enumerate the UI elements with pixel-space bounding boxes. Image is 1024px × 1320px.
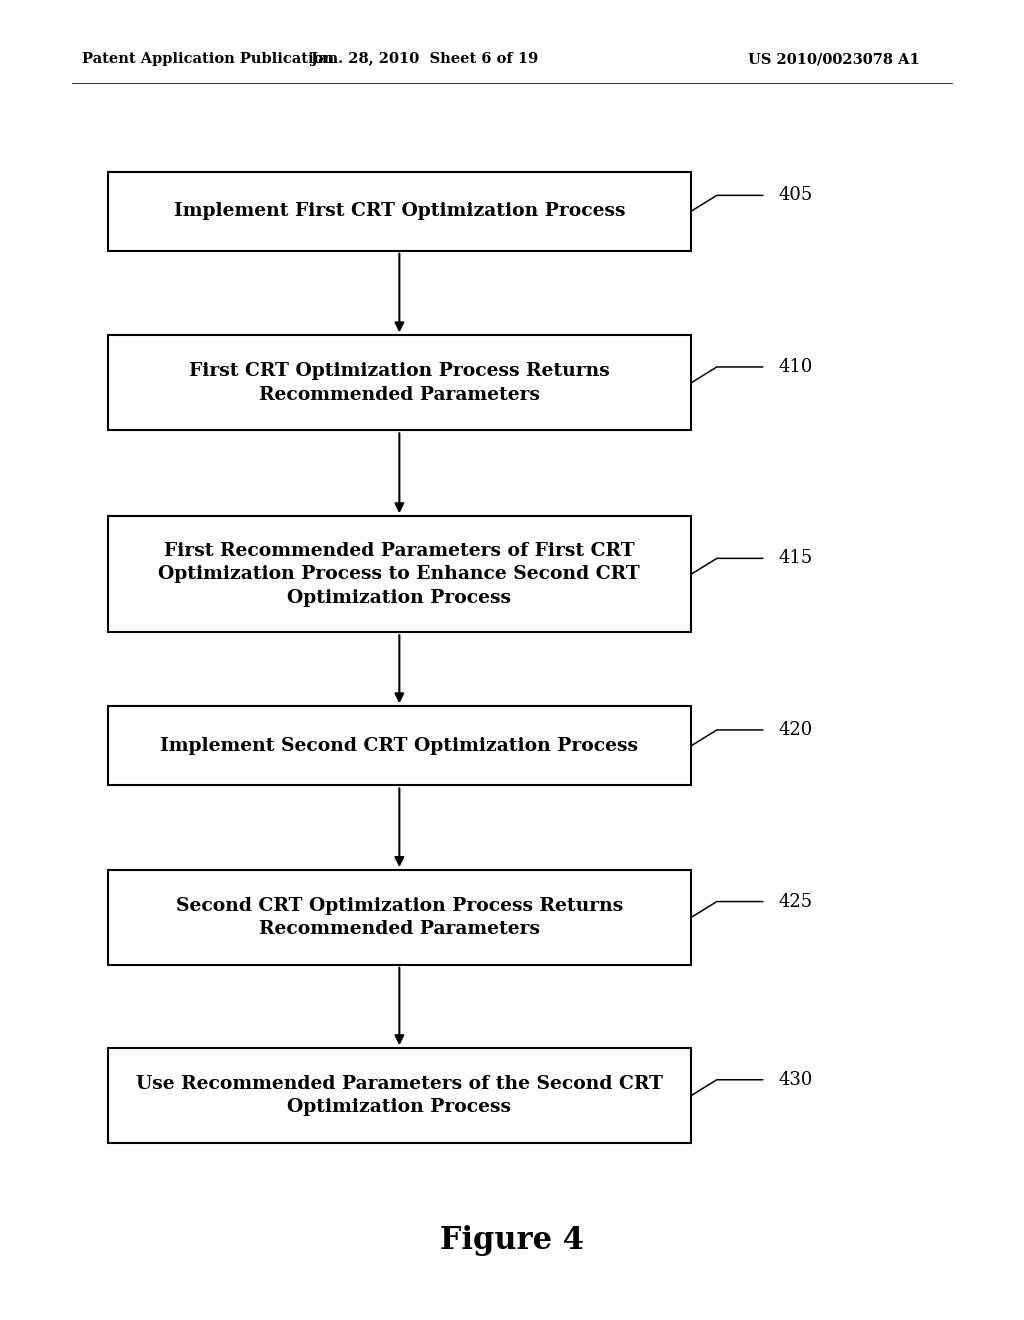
Text: 415: 415 [778,549,812,568]
Text: First Recommended Parameters of First CRT
Optimization Process to Enhance Second: First Recommended Parameters of First CR… [159,541,640,607]
Bar [108,516,691,632]
Text: Patent Application Publication: Patent Application Publication [82,53,334,66]
Bar [108,870,691,965]
Text: Implement Second CRT Optimization Process: Implement Second CRT Optimization Proces… [161,737,638,755]
Text: 425: 425 [778,892,812,911]
Text: 430: 430 [778,1071,813,1089]
Text: Implement First CRT Optimization Process: Implement First CRT Optimization Process [174,202,625,220]
Text: First CRT Optimization Process Returns
Recommended Parameters: First CRT Optimization Process Returns R… [189,362,609,404]
Text: Second CRT Optimization Process Returns
Recommended Parameters: Second CRT Optimization Process Returns … [176,896,623,939]
Bar [108,706,691,785]
Text: 420: 420 [778,721,812,739]
Text: Jan. 28, 2010  Sheet 6 of 19: Jan. 28, 2010 Sheet 6 of 19 [311,53,539,66]
Text: US 2010/0023078 A1: US 2010/0023078 A1 [748,53,920,66]
Bar [108,172,691,251]
Bar [108,1048,691,1143]
Text: 410: 410 [778,358,813,376]
Bar [108,335,691,430]
Text: Use Recommended Parameters of the Second CRT
Optimization Process: Use Recommended Parameters of the Second… [136,1074,663,1117]
Text: 405: 405 [778,186,812,205]
Text: Figure 4: Figure 4 [440,1225,584,1257]
